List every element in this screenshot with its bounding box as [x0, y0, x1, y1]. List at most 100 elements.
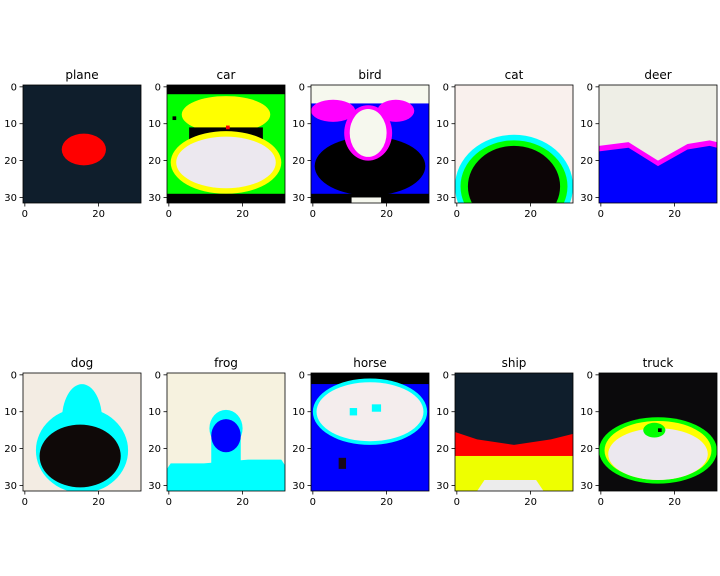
- subplot-title: car: [217, 68, 236, 82]
- subplot-title: truck: [643, 356, 674, 370]
- x-tick-label: 0: [454, 209, 460, 220]
- x-tick-label: 20: [668, 209, 681, 220]
- subplot-bird: bird 0 20 0 10 20 30: [292, 68, 430, 220]
- region-white: [477, 479, 544, 491]
- region-black: [314, 136, 426, 196]
- y-tick-label: 0: [11, 82, 17, 93]
- x-tick-label: 20: [524, 209, 537, 220]
- y-tick-label: 20: [148, 444, 161, 455]
- image-truck: [599, 373, 717, 491]
- y-tick-label: 10: [580, 119, 593, 130]
- region-black: [39, 424, 121, 488]
- y-tick-label: 20: [292, 444, 305, 455]
- y-tick-label: 10: [292, 119, 305, 130]
- y-tick-label: 30: [292, 193, 305, 204]
- x-tick-label: 20: [380, 209, 393, 220]
- subplot-title: frog: [214, 356, 238, 370]
- y-tick-label: 20: [580, 444, 593, 455]
- subplot-plane: plane 0 20 0 10 20 30: [4, 68, 142, 220]
- y-tick-label: 30: [580, 193, 593, 204]
- x-tick-label: 20: [236, 209, 249, 220]
- y-tick-label: 30: [580, 481, 593, 492]
- x-tick-label: 0: [166, 497, 172, 508]
- y-tick-label: 30: [4, 193, 17, 204]
- y-tick-label: 20: [436, 156, 449, 167]
- y-tick-label: 30: [148, 481, 161, 492]
- y-tick-label: 10: [4, 119, 17, 130]
- subplot-car: car 0 20 0 10 20 30: [148, 68, 286, 220]
- subplot-title: deer: [644, 68, 671, 82]
- y-tick-label: 30: [436, 481, 449, 492]
- axes-frame: [166, 84, 286, 204]
- y-tick-label: 30: [4, 481, 17, 492]
- subplot-dog: dog 0 20 0 10 20 30: [4, 356, 142, 508]
- subplot-horse: horse 0 20 0 10 20 30: [292, 356, 430, 508]
- x-tick-label: 20: [92, 209, 105, 220]
- region-dark: [338, 457, 347, 469]
- x-tick-label: 0: [310, 209, 316, 220]
- region-black: [467, 145, 561, 203]
- y-tick-label: 30: [292, 481, 305, 492]
- y-tick-label: 10: [580, 407, 593, 418]
- y-tick-label: 10: [436, 407, 449, 418]
- subplot-title: horse: [353, 356, 387, 370]
- region-magenta: [311, 99, 356, 122]
- subplot-deer: deer 0 20 0 10 20 30: [580, 68, 718, 220]
- region-white: [176, 136, 276, 189]
- y-tick-label: 20: [580, 156, 593, 167]
- y-tick-label: 30: [148, 193, 161, 204]
- region-blue: [599, 145, 717, 203]
- y-tick-label: 20: [436, 444, 449, 455]
- image-car: [167, 85, 285, 203]
- axes-frame: [454, 372, 574, 492]
- region-black: [172, 116, 177, 121]
- y-tick-label: 20: [292, 156, 305, 167]
- region-cyan: [349, 408, 358, 416]
- region-black: [167, 193, 285, 203]
- x-tick-label: 0: [166, 209, 172, 220]
- subplot-frog: frog 0 20 0 10 20 30: [148, 356, 286, 508]
- x-tick-label: 0: [598, 497, 604, 508]
- x-tick-label: 20: [92, 497, 105, 508]
- y-tick-label: 20: [4, 156, 17, 167]
- region-cyan: [167, 459, 285, 491]
- axes-frame: [598, 84, 718, 204]
- y-tick-label: 0: [443, 370, 449, 381]
- x-tick-label: 0: [598, 209, 604, 220]
- region-white: [349, 108, 387, 157]
- image-cat: [455, 85, 573, 203]
- axes-frame: [310, 372, 430, 492]
- image-bird: [311, 85, 429, 203]
- subplot-truck: truck 0 20 0 10 20 30: [580, 356, 718, 508]
- x-tick-label: 20: [236, 497, 249, 508]
- y-tick-label: 0: [299, 82, 305, 93]
- y-tick-label: 10: [4, 407, 17, 418]
- axes-frame: [22, 84, 142, 204]
- y-tick-label: 0: [11, 370, 17, 381]
- y-tick-label: 10: [148, 407, 161, 418]
- axes-frame: [166, 372, 286, 492]
- x-tick-label: 20: [380, 497, 393, 508]
- axes-frame: [454, 84, 574, 204]
- y-tick-label: 30: [436, 193, 449, 204]
- subplot-title: bird: [358, 68, 381, 82]
- axes-frame: [22, 372, 142, 492]
- y-tick-label: 0: [155, 370, 161, 381]
- image-deer: [599, 85, 717, 203]
- region-green: [643, 422, 666, 438]
- y-tick-label: 10: [436, 119, 449, 130]
- image-dog: [23, 373, 141, 491]
- region-black: [658, 428, 662, 432]
- x-tick-label: 0: [310, 497, 316, 508]
- axes-frame: [310, 84, 430, 204]
- y-tick-label: 20: [4, 444, 17, 455]
- x-tick-label: 0: [454, 497, 460, 508]
- subplot-title: plane: [65, 68, 98, 82]
- x-tick-label: 0: [22, 497, 28, 508]
- image-plane: [23, 85, 141, 203]
- y-tick-label: 0: [587, 82, 593, 93]
- region-red: [226, 125, 230, 130]
- y-tick-label: 20: [148, 156, 161, 167]
- subplot-ship: ship 0 20 0 10 20 30: [436, 356, 574, 508]
- x-tick-label: 20: [524, 497, 537, 508]
